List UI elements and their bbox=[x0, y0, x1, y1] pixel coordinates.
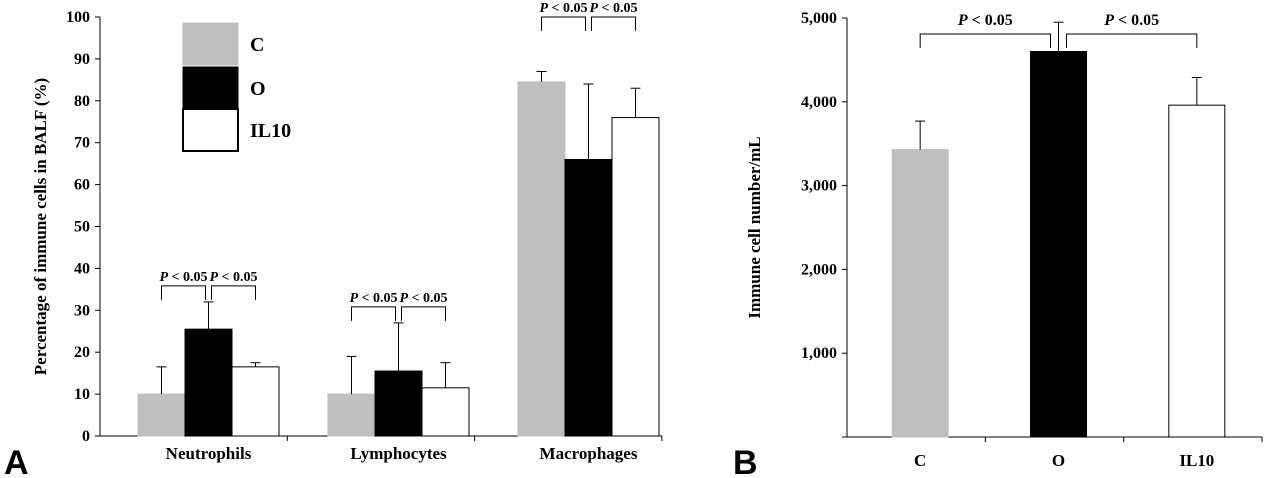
bar bbox=[184, 328, 233, 437]
y-tick-label: 4,000 bbox=[801, 94, 837, 111]
y-tick-label: 90 bbox=[74, 51, 90, 68]
bar bbox=[611, 117, 660, 437]
legend-swatch bbox=[182, 66, 239, 110]
significance-bracket bbox=[211, 285, 256, 300]
significance-bracket bbox=[591, 16, 636, 31]
significance-label: P < 0.05 bbox=[539, 1, 587, 16]
panel-b: 1,000 2,000 3,000 4,000 5,000 Immune cell num… bbox=[745, 10, 1263, 470]
significance-bracket bbox=[919, 33, 1051, 48]
category-label: Neutrophils bbox=[166, 444, 252, 463]
bar bbox=[1168, 104, 1226, 438]
y-tick-label: 40 bbox=[74, 260, 90, 277]
panel-a-label: A bbox=[4, 444, 29, 478]
bar bbox=[231, 366, 280, 437]
y-tick-label: 50 bbox=[74, 219, 90, 236]
bar bbox=[137, 393, 186, 437]
significance-bracket bbox=[351, 306, 396, 321]
y-axis-title: Percentage of immune cells in BALF (%) bbox=[31, 78, 50, 375]
y-tick-label: 5,000 bbox=[801, 10, 837, 27]
y-tick-label: 100 bbox=[66, 9, 90, 26]
significance-bracket bbox=[161, 285, 206, 300]
bar bbox=[517, 81, 566, 437]
category-label: Macrophages bbox=[540, 444, 638, 463]
bar bbox=[1030, 51, 1087, 438]
y-tick-label: 2,000 bbox=[801, 261, 837, 278]
significance-bracket bbox=[401, 306, 446, 321]
y-tick-label: 0 bbox=[82, 428, 90, 445]
legend-swatch bbox=[182, 108, 239, 152]
significance-bracket bbox=[541, 16, 586, 31]
y-axis-title: Immune cell number/mL bbox=[745, 136, 764, 318]
y-tick-label: 3,000 bbox=[801, 178, 837, 195]
legend-swatch bbox=[182, 22, 239, 66]
y-tick-label: 20 bbox=[74, 344, 90, 361]
bar bbox=[327, 393, 376, 437]
significance-label: P < 0.05 bbox=[159, 270, 207, 285]
category-label: Lymphocytes bbox=[350, 444, 447, 463]
significance-label: P < 0.05 bbox=[349, 291, 397, 306]
panel-a: 0 10 20 30 40 50 60 70 80 90 100 Percentage of immu… bbox=[31, 1, 663, 463]
y-tick-label: 60 bbox=[74, 177, 90, 194]
legend-label: O bbox=[250, 78, 266, 100]
significance-label: P < 0.05 bbox=[957, 12, 1013, 29]
y-tick-label: 1,000 bbox=[801, 345, 837, 362]
y-tick-label: 70 bbox=[74, 135, 90, 152]
y-tick-label: 30 bbox=[74, 302, 90, 319]
category-label: IL10 bbox=[1179, 451, 1214, 470]
category-label: C bbox=[914, 451, 926, 470]
bar bbox=[374, 370, 423, 437]
y-tick-label: 10 bbox=[74, 386, 90, 403]
significance-label: P < 0.05 bbox=[1103, 12, 1159, 29]
bar bbox=[421, 387, 470, 437]
significance-label: P < 0.05 bbox=[209, 270, 257, 285]
significance-bracket bbox=[1066, 33, 1198, 48]
bar bbox=[564, 158, 613, 437]
panel-b-label: B bbox=[733, 444, 758, 478]
y-tick-label: 80 bbox=[74, 93, 90, 110]
category-label: O bbox=[1052, 451, 1065, 470]
bar bbox=[891, 149, 949, 438]
significance-label: P < 0.05 bbox=[399, 291, 447, 306]
significance-label: P < 0.05 bbox=[589, 1, 637, 16]
legend-label: C bbox=[250, 34, 264, 56]
legend-label: IL10 bbox=[250, 120, 291, 142]
